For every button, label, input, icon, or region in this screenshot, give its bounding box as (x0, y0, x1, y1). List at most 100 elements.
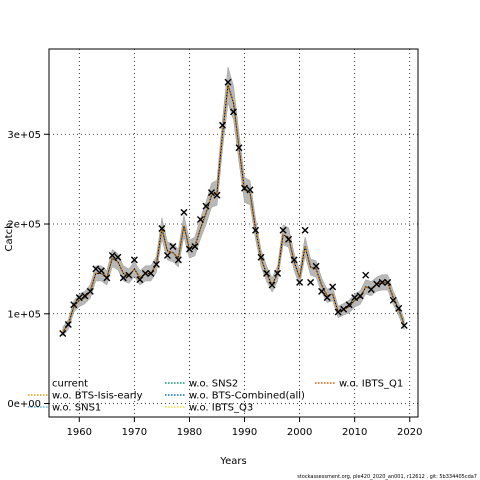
observed-point (147, 269, 155, 277)
observed-point-stroke (279, 226, 287, 234)
observed-point (285, 235, 293, 243)
observed-point (230, 108, 237, 116)
observed-point-stroke (378, 278, 386, 286)
x-tick-label: 1990 (232, 427, 257, 438)
observed-point (263, 269, 271, 277)
observed-point (224, 78, 232, 86)
confidence-band-area (62, 66, 405, 337)
observed-point-stroke (268, 281, 276, 289)
observed-point (235, 144, 243, 152)
observed-point (207, 189, 215, 197)
observed-point (268, 281, 276, 289)
observed-point-stroke (86, 287, 94, 295)
observed-point-stroke (152, 260, 160, 268)
observed-point-stroke (340, 305, 348, 313)
observed-point (81, 292, 89, 300)
observed-point-stroke (75, 294, 83, 302)
observed-point-stroke (103, 274, 111, 282)
observed-point (257, 253, 265, 261)
x-tick-label: 2020 (397, 427, 422, 438)
observed-point-stroke (329, 283, 337, 291)
legend-label: current (52, 379, 88, 390)
observed-point (279, 226, 287, 234)
observed-point (191, 242, 199, 250)
observed-point (59, 330, 67, 338)
observed-point (312, 262, 320, 270)
observed-point-stroke (323, 294, 331, 302)
observed-point-stroke (373, 280, 381, 288)
observed-point (367, 286, 375, 294)
observed-point (384, 278, 392, 286)
x-tick-label: 2010 (342, 427, 367, 438)
observed-point-stroke (196, 216, 204, 224)
observed-point (334, 308, 342, 316)
x-tick-label: 1980 (177, 427, 202, 438)
observed-point (103, 274, 111, 282)
observed-point (307, 278, 315, 286)
observed-point-stroke (285, 235, 293, 243)
x-tick-label: 1970 (122, 427, 147, 438)
legend-label: w.o. BTS-Isis-early (52, 391, 143, 402)
observed-point-stroke (218, 121, 226, 129)
observed-point (318, 287, 326, 295)
observed-point (362, 271, 370, 279)
observed-point-stroke (59, 330, 67, 338)
plot-frame (48, 48, 419, 418)
observed-point (252, 226, 260, 234)
observed-point (395, 304, 403, 312)
legend-label: w.o. SNS2 (189, 379, 238, 390)
observed-point (351, 294, 359, 302)
observed-point (345, 301, 353, 309)
observed-point-stroke (296, 278, 304, 286)
observed-point-stroke (367, 286, 375, 294)
observed-point-stroke (207, 189, 215, 197)
observed-point-stroke (136, 276, 144, 284)
legend-label: w.o. IBTS_Q3 (189, 403, 253, 414)
observed-point (378, 278, 386, 286)
observed-point-stroke (356, 292, 364, 300)
observed-point-stroke (119, 274, 127, 282)
observed-point (296, 278, 304, 286)
observed-point (301, 226, 309, 234)
observed-point (218, 121, 226, 129)
observed-point (329, 283, 337, 291)
observed-point-stroke (257, 253, 265, 261)
observed-point (389, 296, 397, 304)
observed-point-stroke (241, 184, 249, 192)
observed-point-stroke (97, 267, 105, 275)
observed-point (97, 267, 105, 275)
observed-point-stroke (389, 296, 397, 304)
observed-point-stroke (318, 287, 326, 295)
observed-point-stroke (141, 269, 149, 277)
observed-point (196, 216, 204, 224)
observed-point (86, 287, 94, 295)
observed-point-stroke (400, 321, 408, 329)
observed-point-stroke (362, 271, 370, 279)
observed-point (75, 294, 83, 302)
observed-point (70, 301, 78, 309)
observed-point-stroke (307, 278, 315, 286)
observed-point (356, 292, 364, 300)
observed-point-stroke (274, 269, 282, 277)
observed-point (241, 184, 249, 192)
observed-point (169, 242, 177, 250)
observed-point-stroke (130, 256, 138, 264)
observed-point-stroke (334, 308, 342, 316)
observed-point (125, 271, 133, 279)
observed-point (323, 294, 331, 302)
observed-point-stroke (174, 256, 182, 264)
observed-point-stroke (224, 78, 232, 86)
observed-point (290, 256, 298, 264)
observed-point-stroke (384, 278, 392, 286)
observed-point-stroke (312, 262, 320, 270)
observed-markers (59, 78, 408, 338)
observed-point (340, 305, 348, 313)
x-axis-label: Years (219, 456, 246, 467)
footer-caption: stockassessment.org, ple420_2020_an001, … (297, 474, 477, 480)
observed-point (152, 260, 160, 268)
observed-point-stroke (64, 321, 72, 329)
observed-point (119, 274, 127, 282)
observed-point-stroke (70, 301, 78, 309)
x-axis: 1960 1970 1980 1990 2000 2010 2020 (67, 417, 422, 438)
